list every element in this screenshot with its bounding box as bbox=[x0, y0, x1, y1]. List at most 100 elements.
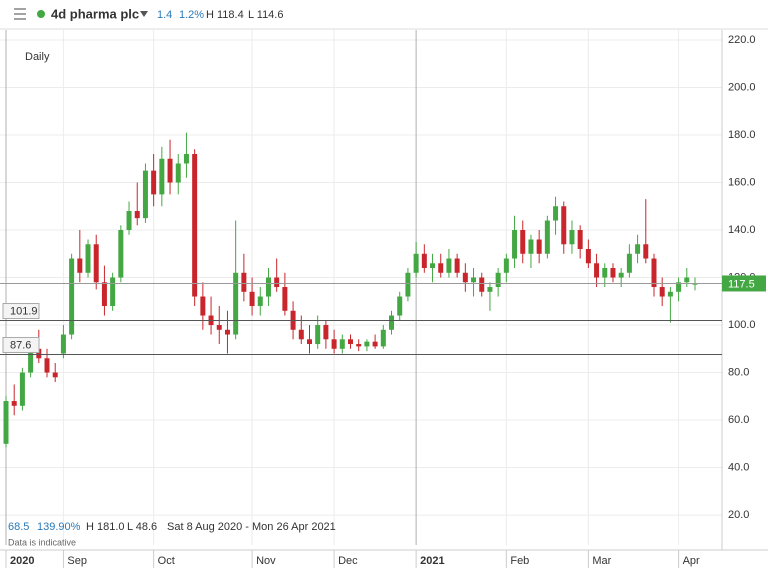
candle-body bbox=[77, 258, 83, 273]
x-tick-label: Apr bbox=[683, 555, 700, 567]
candle-body bbox=[192, 153, 198, 297]
candle-body bbox=[544, 220, 550, 254]
candle-body bbox=[101, 282, 107, 307]
candle-body bbox=[577, 230, 583, 250]
candle-body bbox=[651, 258, 657, 288]
candle-body bbox=[405, 272, 411, 297]
candle-body bbox=[528, 239, 534, 254]
candle-body bbox=[183, 153, 189, 164]
x-tick-label: Nov bbox=[256, 555, 276, 567]
candle-body bbox=[667, 291, 673, 297]
y-tick-label: 160.0 bbox=[728, 176, 756, 188]
candle-body bbox=[413, 253, 419, 273]
dropdown-arrow[interactable] bbox=[140, 11, 148, 17]
candle-body bbox=[610, 268, 616, 278]
candle-body bbox=[257, 296, 263, 307]
candle-body bbox=[676, 282, 682, 292]
candle-body bbox=[52, 372, 58, 378]
interval: Daily bbox=[25, 51, 50, 63]
x-tick-label: Sep bbox=[67, 555, 87, 567]
candle-body bbox=[265, 277, 271, 297]
candle-body bbox=[19, 372, 25, 406]
candle-body bbox=[233, 272, 239, 335]
x-tick-label: 2020 bbox=[10, 555, 34, 567]
y-tick-label: 100.0 bbox=[728, 319, 756, 331]
candle-body bbox=[110, 277, 116, 307]
candle-body bbox=[635, 244, 641, 254]
y-tick-label: 40.0 bbox=[728, 461, 749, 473]
candle-body bbox=[684, 277, 690, 283]
candle-body bbox=[380, 329, 386, 347]
candle-body bbox=[364, 341, 370, 347]
candle-body bbox=[594, 263, 600, 278]
candle-body bbox=[142, 170, 148, 219]
candle-body bbox=[512, 230, 518, 259]
level-tag bbox=[2, 336, 40, 353]
x-tick-label: 2021 bbox=[420, 555, 444, 567]
candle-body bbox=[69, 258, 75, 335]
y-tick-label: 80.0 bbox=[728, 366, 749, 378]
info-change-pct: 139.90% bbox=[37, 521, 81, 533]
info-note: Data is indicative bbox=[8, 537, 76, 547]
candle-body bbox=[151, 170, 157, 195]
y-tick-label: 180.0 bbox=[728, 129, 756, 141]
candle-body bbox=[315, 325, 321, 345]
y-tick-label: 140.0 bbox=[728, 224, 756, 236]
candle-body bbox=[36, 348, 42, 359]
x-tick-label: Dec bbox=[338, 555, 358, 567]
instrument-name[interactable]: 4d pharma plc bbox=[51, 6, 139, 21]
candle-body bbox=[175, 163, 181, 183]
candle-body bbox=[126, 211, 132, 231]
candle-body bbox=[298, 329, 304, 340]
candle-body bbox=[134, 211, 140, 219]
candle-body bbox=[569, 230, 575, 245]
change: 1.4 bbox=[157, 9, 172, 21]
candle-body bbox=[421, 253, 427, 269]
candle-body bbox=[241, 272, 247, 292]
candle-body bbox=[3, 401, 9, 444]
candle-body bbox=[200, 296, 206, 316]
candle-body bbox=[430, 263, 436, 269]
low: L 114.6 bbox=[248, 9, 283, 21]
info-change: 68.5 bbox=[8, 521, 29, 533]
candle-body bbox=[389, 315, 395, 330]
y-tick-label: 220.0 bbox=[728, 34, 756, 46]
candle-body bbox=[118, 230, 124, 278]
candle-body bbox=[585, 249, 591, 264]
candle-body bbox=[356, 344, 362, 347]
candle-body bbox=[503, 258, 509, 273]
change-pct: 1.2% bbox=[179, 9, 204, 21]
candle-body bbox=[495, 272, 501, 288]
candle-body bbox=[44, 358, 50, 373]
candle-body bbox=[372, 341, 378, 347]
candle-body bbox=[462, 272, 468, 283]
status-dot bbox=[37, 10, 45, 18]
high: H 118.4 bbox=[206, 9, 244, 21]
candle-body bbox=[339, 339, 345, 349]
candle-body bbox=[602, 268, 608, 278]
candle-body bbox=[249, 291, 255, 307]
candle-body bbox=[479, 277, 485, 292]
candle-body bbox=[323, 325, 329, 340]
info-range: Sat 8 Aug 2020 - Mon 26 Apr 2021 bbox=[167, 521, 336, 533]
candle-body bbox=[159, 158, 165, 195]
candle-body bbox=[471, 277, 477, 283]
candle-body bbox=[643, 244, 649, 259]
candle-body bbox=[11, 401, 17, 406]
candle-body bbox=[224, 329, 230, 335]
candle-body bbox=[692, 283, 698, 285]
y-tick-label: 200.0 bbox=[728, 81, 756, 93]
candle-body bbox=[167, 158, 173, 183]
candle-body bbox=[282, 287, 288, 311]
y-tick-label: 60.0 bbox=[728, 414, 749, 426]
level-label: 101.9 bbox=[10, 305, 38, 317]
last-price-tag bbox=[722, 275, 766, 292]
last-price-label: 117.5 bbox=[728, 278, 755, 290]
candle-body bbox=[626, 253, 632, 273]
menu-icon[interactable] bbox=[14, 8, 26, 20]
candle-body bbox=[487, 287, 493, 292]
candle-body bbox=[520, 230, 526, 254]
candle-body bbox=[28, 348, 34, 373]
